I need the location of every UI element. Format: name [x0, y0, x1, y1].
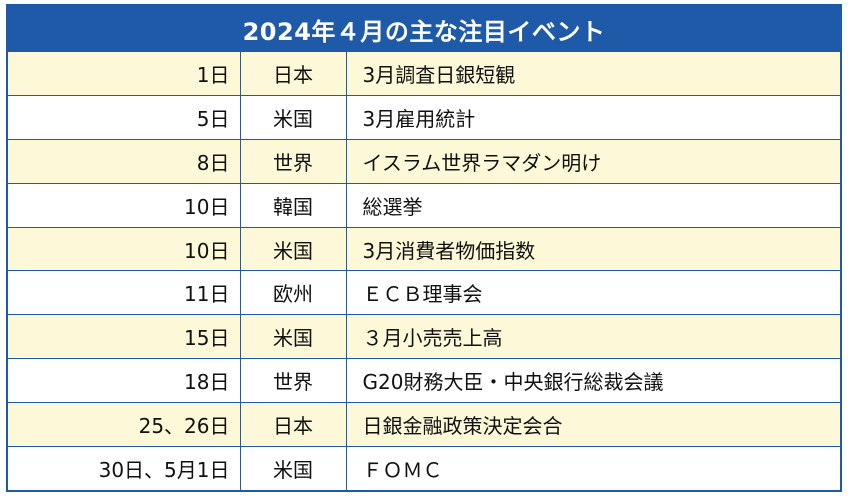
table-title: 2024年４月の主な注目イベント	[8, 6, 840, 52]
region-cell: 韓国	[239, 182, 346, 228]
event-cell: 総選挙	[345, 182, 840, 228]
table-row: 11日 欧州 ＥＣＢ理事会	[8, 270, 840, 315]
table-row: 10日 米国 3月消費者物価指数	[8, 226, 840, 271]
table-row: 15日 米国 ３月小売売上高	[8, 314, 840, 359]
table-row: 1日 日本 3月調査日銀短観	[8, 52, 840, 96]
event-cell: 日銀金融政策決定会合	[345, 401, 840, 447]
event-cell: 3月雇用統計	[345, 95, 840, 140]
date-cell: 10日	[8, 226, 240, 271]
table-row: 30日、5月1日 米国 ＦＯＭＣ	[8, 445, 840, 490]
region-cell: 米国	[239, 314, 346, 359]
date-cell: 11日	[8, 270, 240, 315]
event-table-frame: 2024年４月の主な注目イベント 1日 日本 3月調査日銀短観 5日 米国 3月…	[6, 4, 842, 492]
table-row: 8日 世界 イスラム世界ラマダン明け	[8, 139, 840, 184]
event-cell: 3月調査日銀短観	[345, 52, 840, 96]
region-cell: 世界	[239, 358, 346, 403]
region-cell: 米国	[239, 226, 346, 271]
event-cell: ＥＣＢ理事会	[345, 270, 840, 315]
date-cell: 15日	[8, 314, 240, 359]
table-row: 25、26日 日本 日銀金融政策決定会合	[8, 401, 840, 447]
region-cell: 日本	[239, 52, 346, 96]
region-cell: 欧州	[239, 270, 346, 315]
event-cell: ＦＯＭＣ	[345, 445, 840, 490]
date-cell: 1日	[8, 52, 240, 96]
region-cell: 米国	[239, 445, 346, 490]
event-cell: 3月消費者物価指数	[345, 226, 840, 271]
date-cell: 10日	[8, 182, 240, 228]
region-cell: 日本	[239, 401, 346, 447]
date-cell: 25、26日	[8, 401, 240, 447]
table-row: 10日 韓国 総選挙	[8, 182, 840, 228]
region-cell: 米国	[239, 95, 346, 140]
date-cell: 5日	[8, 95, 240, 140]
date-cell: 8日	[8, 139, 240, 184]
region-cell: 世界	[239, 139, 346, 184]
event-cell: ３月小売売上高	[345, 314, 840, 359]
event-cell: G20財務大臣・中央銀行総裁会議	[345, 358, 840, 403]
table-row: 5日 米国 3月雇用統計	[8, 95, 840, 140]
event-table: 1日 日本 3月調査日銀短観 5日 米国 3月雇用統計 8日 世界 イスラム世界…	[8, 52, 840, 490]
date-cell: 18日	[8, 358, 240, 403]
event-cell: イスラム世界ラマダン明け	[345, 139, 840, 184]
table-row: 18日 世界 G20財務大臣・中央銀行総裁会議	[8, 358, 840, 403]
date-cell: 30日、5月1日	[8, 445, 240, 490]
